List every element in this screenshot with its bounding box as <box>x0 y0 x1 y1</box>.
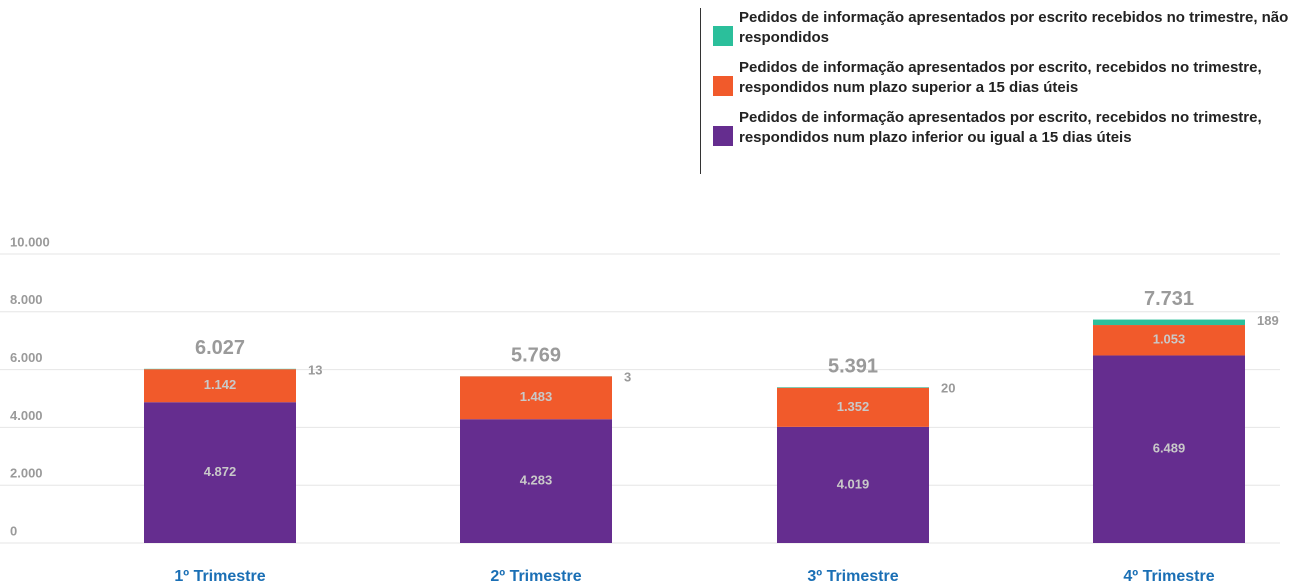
value-label: 1.053 <box>1153 332 1186 347</box>
value-label: 1.142 <box>204 377 237 392</box>
bar-segment <box>777 426 929 543</box>
legend-swatch <box>713 126 733 146</box>
x-tick-label: 3º Trimestre <box>807 568 898 585</box>
legend-item: Pedidos de informação apresentados por e… <box>713 108 1293 148</box>
total-label: 6.027 <box>195 337 245 359</box>
value-label: 1.352 <box>837 399 870 414</box>
bar-segment <box>460 376 612 420</box>
value-label: 189 <box>1257 313 1279 328</box>
legend-item: Pedidos de informação apresentados por e… <box>713 58 1293 98</box>
legend: Pedidos de informação apresentados por e… <box>700 8 1293 174</box>
x-tick-label: 4º Trimestre <box>1123 568 1214 585</box>
value-label: 4.872 <box>204 464 237 479</box>
y-tick-label: 10.000 <box>10 234 50 249</box>
bar-segment <box>1093 325 1245 356</box>
y-tick-label: 2.000 <box>10 466 43 481</box>
value-label: 20 <box>941 381 955 396</box>
bar-segment <box>144 369 296 403</box>
y-tick-label: 0 <box>10 523 17 538</box>
value-label: 6.489 <box>1153 441 1186 456</box>
legend-label: Pedidos de informação apresentados por e… <box>739 109 1262 146</box>
bar-segment <box>144 402 296 543</box>
value-label: 13 <box>308 362 322 377</box>
y-tick-label: 8.000 <box>10 292 43 307</box>
legend-label: Pedidos de informação apresentados por e… <box>739 59 1262 96</box>
value-label: 1.483 <box>520 389 553 404</box>
total-label: 5.391 <box>828 355 878 377</box>
y-tick-label: 4.000 <box>10 408 43 423</box>
value-label: 4.283 <box>520 473 553 488</box>
bar-segment <box>777 387 929 388</box>
legend-swatch <box>713 26 733 46</box>
y-tick-label: 6.000 <box>10 350 43 365</box>
total-label: 7.731 <box>1144 288 1194 310</box>
bar-segment <box>460 419 612 543</box>
legend-swatch <box>713 76 733 96</box>
x-tick-label: 2º Trimestre <box>490 568 581 585</box>
legend-item: Pedidos de informação apresentados por e… <box>713 8 1293 48</box>
x-tick-label: 1º Trimestre <box>174 568 265 585</box>
total-label: 5.769 <box>511 345 561 367</box>
bar-segment <box>777 387 929 427</box>
bar-segment <box>1093 355 1245 543</box>
value-label: 4.019 <box>837 476 870 491</box>
legend-label: Pedidos de informação apresentados por e… <box>739 9 1289 46</box>
value-label: 3 <box>624 370 631 385</box>
bar-segment <box>1093 319 1245 326</box>
